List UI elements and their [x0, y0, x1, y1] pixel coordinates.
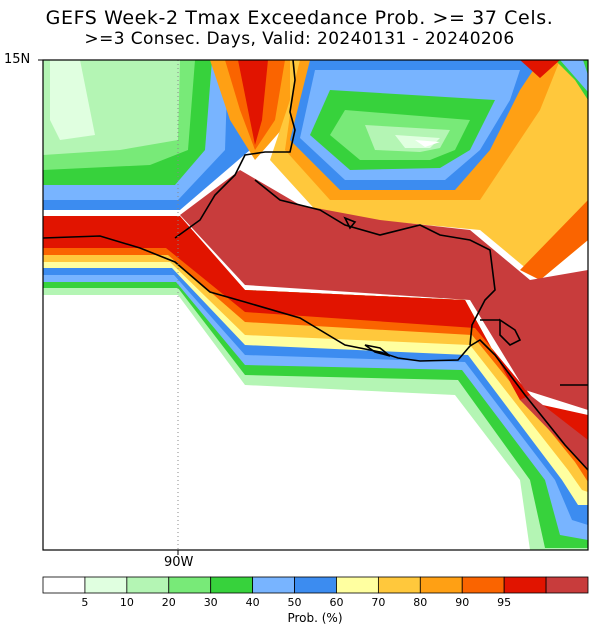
colorbar-tick-label: 5 — [81, 596, 88, 609]
colorbar-swatch — [210, 576, 254, 594]
map-frame — [42, 59, 589, 551]
colorbar-tick-label: 40 — [246, 596, 260, 609]
colorbar-swatch — [419, 576, 463, 594]
colorbar-tick-label: 80 — [413, 596, 427, 609]
colorbar-swatch — [461, 576, 505, 594]
colorbar-swatch — [168, 576, 212, 594]
colorbar-swatch — [503, 576, 547, 594]
colorbar-tick-label: 95 — [497, 596, 511, 609]
map-title: GEFS Week-2 Tmax Exceedance Prob. >= 37 … — [45, 7, 554, 29]
colorbar-swatch — [84, 576, 128, 594]
colorbar-tick-label: 50 — [288, 596, 302, 609]
colorbar-swatch — [545, 576, 589, 594]
latitude-label: 15N — [4, 52, 31, 67]
map-subtitle: >=3 Consec. Days, Valid: 20240131 - 2024… — [84, 29, 515, 49]
coastline — [42, 59, 589, 471]
colorbar-tick-label: 70 — [371, 596, 385, 609]
colorbar-tick-label: 10 — [120, 596, 134, 609]
colorbar-tick-label: 20 — [162, 596, 176, 609]
colorbar-title: Prob. (%) — [287, 611, 343, 625]
colorbar: 5 10 20 30 40 50 60 70 80 90 95 — [42, 576, 589, 609]
colorbar-tick-label: 60 — [329, 596, 343, 609]
longitude-label: 90W — [164, 555, 194, 570]
colorbar-swatch — [336, 576, 379, 594]
colorbar-tick-label: 90 — [455, 596, 469, 609]
colorbar-swatch — [126, 576, 170, 594]
colorbar-tick-label: 30 — [204, 596, 218, 609]
colorbar-swatch — [377, 576, 421, 594]
colorbar-swatch — [294, 576, 337, 594]
colorbar-swatch — [252, 576, 295, 594]
colorbar-swatch — [42, 576, 86, 594]
probability-field — [43, 60, 588, 550]
